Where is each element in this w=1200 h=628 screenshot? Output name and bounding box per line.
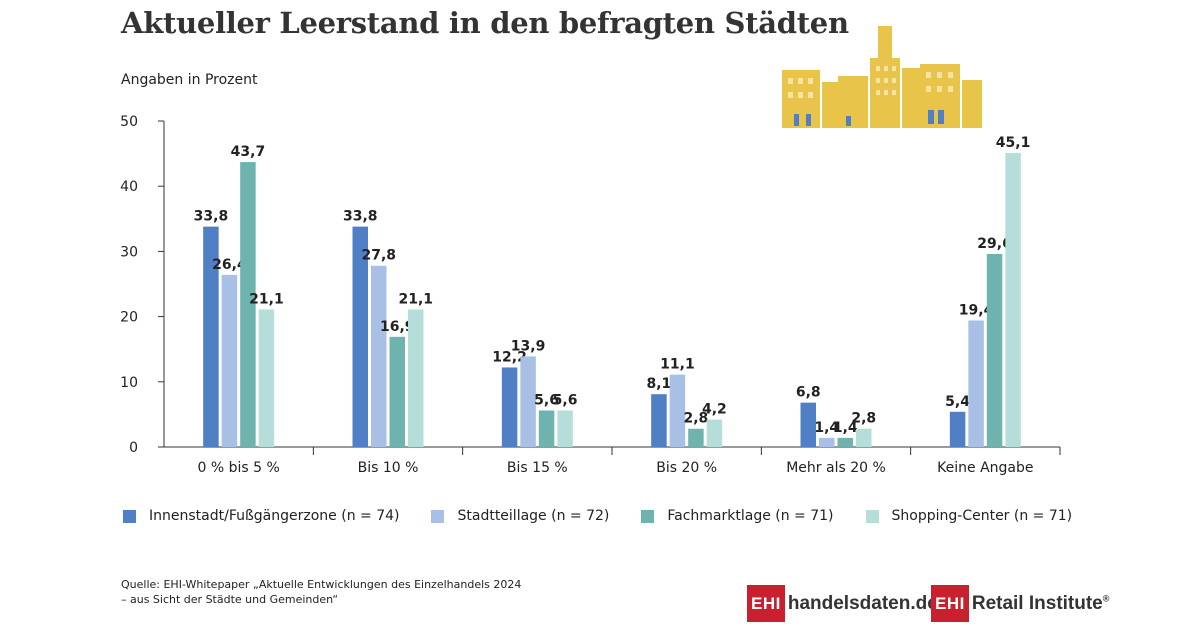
bar: [371, 265, 387, 447]
y-tick-label: 0: [129, 440, 138, 456]
data-label: 43,7: [231, 144, 266, 160]
x-tick-label: Bis 10 %: [358, 460, 419, 476]
logo-name: Retail Institute: [971, 592, 1103, 614]
logo-text: handelsdaten.de: [787, 592, 938, 614]
data-label: 1,4: [833, 420, 858, 436]
y-tick-label: 20: [120, 310, 138, 326]
x-tick-label: Keine Angabe: [937, 460, 1033, 476]
bar: [968, 320, 984, 447]
retail-institute-logo[interactable]: EHI Retail Institute®: [931, 585, 1109, 622]
x-tick-label: 0 % bis 5 %: [198, 460, 280, 476]
ehi-logo-box: EHI: [747, 585, 785, 622]
data-label: 2,8: [851, 411, 876, 427]
registered-mark: ®: [1102, 593, 1110, 604]
data-label: 11,1: [660, 357, 695, 373]
bar: [819, 437, 835, 447]
data-label: 33,8: [194, 209, 229, 225]
data-label: 5,6: [534, 392, 559, 408]
data-label: 5,4: [945, 394, 970, 410]
data-label: 33,8: [343, 209, 378, 225]
y-tick-label: 10: [120, 375, 138, 391]
data-label: 2,8: [684, 411, 709, 427]
legend-swatch: [123, 509, 136, 523]
bar: [520, 356, 536, 447]
legend-item-stadtteillage: Stadtteillage (n = 72): [431, 508, 609, 524]
bar: [258, 309, 275, 447]
bar: [501, 367, 518, 447]
data-label: 29,6: [977, 236, 1012, 252]
bar: [837, 437, 853, 447]
bar: [203, 226, 219, 447]
data-label: 27,8: [361, 248, 396, 264]
x-tick-label: Mehr als 20 %: [786, 460, 886, 476]
legend-label: Stadtteillage (n = 72): [457, 508, 610, 524]
legend-swatch: [865, 509, 879, 523]
legend-swatch: [641, 509, 655, 523]
chart-title: Aktueller Leerstand in den befragten Stä…: [121, 6, 849, 40]
bar: [706, 419, 723, 447]
legend-label: Innenstadt/Fußgängerzone (n = 74): [149, 508, 400, 524]
data-label: 19,4: [959, 303, 994, 319]
legend-item-shopping-center: Shopping-Center (n = 71): [865, 508, 1073, 524]
x-tick-label: Bis 15 %: [507, 460, 568, 476]
bar: [352, 226, 368, 447]
source-line-1: Quelle: EHI-Whitepaper „Aktuelle Entwick…: [121, 578, 522, 591]
y-tick-label: 30: [120, 244, 138, 260]
data-label: 8,1: [647, 376, 672, 392]
bar: [1005, 152, 1021, 447]
bar: [651, 394, 667, 447]
bar: [557, 410, 573, 447]
legend-label: Fachmarktlage (n = 71): [667, 508, 834, 524]
x-tick-label: Bis 20 %: [656, 460, 717, 476]
source-line-2: – aus Sicht der Städte und Gemeinden“: [121, 593, 339, 606]
data-label: 6,8: [796, 385, 821, 401]
data-label: 5,6: [553, 392, 578, 408]
bar: [856, 428, 872, 447]
y-tick-label: 50: [120, 114, 138, 130]
source-note: Quelle: EHI-Whitepaper „Aktuelle Entwick…: [121, 577, 521, 607]
logo-text: Retail Institute®: [972, 593, 1110, 615]
legend-item-fachmarktlage: Fachmarktlage (n = 71): [641, 508, 834, 524]
data-label: 13,9: [511, 338, 546, 354]
bar: [221, 274, 238, 447]
legend-swatch: [431, 509, 445, 523]
bar: [240, 162, 256, 448]
bar: [669, 374, 686, 447]
bar: [986, 254, 1003, 447]
chart-subtitle: Angaben in Prozent: [121, 72, 258, 88]
bar: [949, 411, 966, 447]
handelsdaten-logo[interactable]: EHI handelsdaten.de: [747, 585, 938, 622]
ehi-logo-box: EHI: [931, 585, 969, 622]
bar: [538, 410, 555, 447]
data-label: 16,9: [380, 319, 415, 335]
data-label: 12,2: [492, 349, 527, 365]
chart-legend: Innenstadt/Fußgängerzone (n = 74) Stadtt…: [123, 508, 1104, 524]
data-label: 4,2: [702, 402, 727, 418]
data-label: 21,1: [398, 291, 433, 307]
y-tick-label: 40: [120, 179, 138, 195]
bar: [389, 336, 405, 447]
bar-chart: 0 10 20 30 40 50 0 % bis 5 % 33,8 26,4 43,7 21,1 Bi…: [120, 114, 1061, 476]
city-skyline-icon: [782, 26, 982, 128]
data-label: 1,4: [814, 420, 839, 436]
legend-item-innenstadt: Innenstadt/Fußgängerzone (n = 74): [123, 508, 399, 524]
data-label: 26,4: [212, 257, 247, 273]
bar: [800, 402, 816, 447]
bar: [688, 428, 704, 447]
bar: [408, 309, 424, 447]
legend-label: Shopping-Center (n = 71): [891, 508, 1073, 524]
data-label: 21,1: [249, 291, 284, 307]
data-label: 45,1: [996, 135, 1031, 151]
